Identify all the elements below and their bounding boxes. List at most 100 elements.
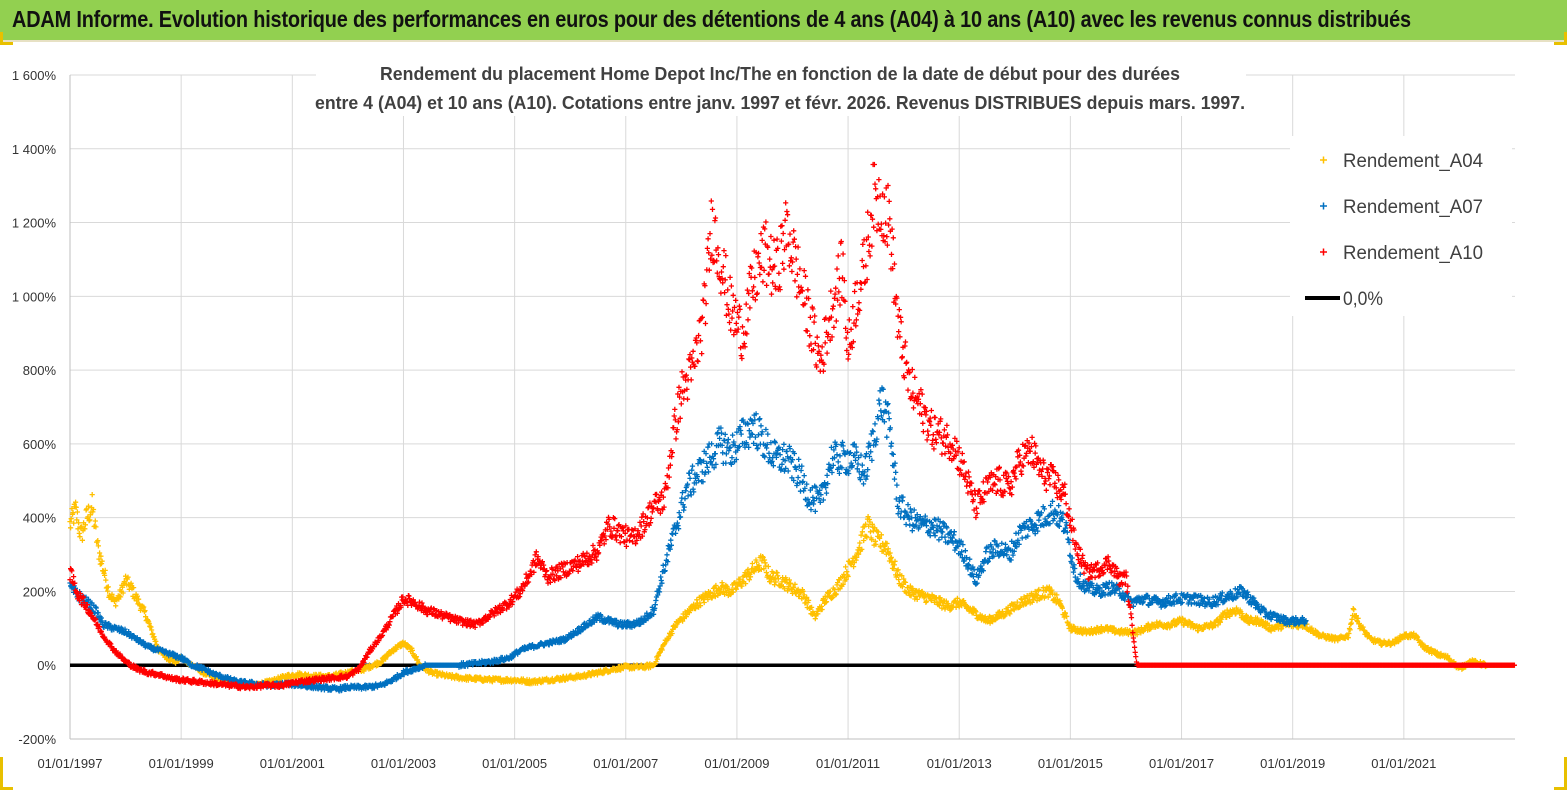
data-point — [835, 459, 841, 465]
data-point — [720, 450, 726, 456]
data-point — [105, 584, 111, 590]
data-point — [1056, 503, 1062, 509]
data-point — [893, 469, 899, 475]
data-point — [113, 603, 119, 609]
data-point — [120, 590, 126, 596]
x-tick-label: 01/01/2015 — [1038, 756, 1103, 771]
data-point — [670, 531, 676, 537]
data-point — [837, 453, 843, 459]
data-point — [758, 423, 764, 429]
data-point — [713, 582, 719, 589]
data-point — [82, 522, 88, 528]
data-point — [733, 586, 739, 592]
y-tick-label: 1 000% — [12, 289, 57, 304]
data-point — [90, 506, 97, 513]
data-point — [812, 616, 818, 622]
data-point — [766, 450, 772, 456]
data-point — [95, 538, 101, 544]
data-point — [754, 559, 760, 565]
data-point — [936, 537, 942, 543]
y-tick-label: 1 200% — [12, 216, 57, 231]
data-point — [74, 517, 80, 523]
data-point — [725, 585, 731, 591]
data-point — [409, 647, 415, 653]
data-point — [888, 440, 895, 446]
data-point — [73, 504, 79, 510]
data-point — [87, 517, 93, 523]
data-point — [673, 530, 679, 536]
data-point — [96, 556, 102, 562]
data-point — [69, 506, 75, 512]
data-point — [795, 474, 801, 481]
data-point — [136, 596, 142, 602]
x-tick-label: 01/01/2019 — [1260, 756, 1325, 771]
data-point — [828, 444, 834, 450]
data-point — [687, 475, 693, 481]
data-point — [74, 509, 80, 515]
data-point — [141, 604, 147, 610]
data-point — [876, 401, 883, 407]
data-point — [1351, 607, 1357, 613]
data-point — [705, 596, 711, 603]
y-tick-label: 200% — [23, 584, 57, 599]
data-point — [765, 563, 771, 570]
data-point — [691, 489, 697, 495]
x-tick-label: 01/01/1999 — [149, 756, 214, 771]
data-point — [416, 599, 423, 605]
x-tick-label: 01/01/2013 — [927, 756, 992, 771]
frame-corner-top-left — [0, 32, 13, 45]
data-point — [718, 589, 724, 595]
data-point — [844, 569, 850, 575]
data-point — [77, 534, 83, 540]
data-point — [90, 509, 96, 515]
data-point — [762, 560, 768, 566]
data-point — [109, 591, 115, 597]
data-point — [99, 558, 105, 564]
x-tick-label: 01/01/2005 — [482, 756, 547, 771]
data-point — [93, 605, 99, 611]
y-tick-label: 800% — [23, 363, 57, 378]
data-point — [749, 560, 755, 567]
data-point — [800, 478, 806, 485]
data-point — [801, 473, 807, 479]
frame-corner-bottom-left — [0, 757, 13, 790]
data-point — [942, 534, 948, 540]
data-point — [68, 525, 74, 531]
data-point — [95, 543, 101, 549]
data-point — [79, 537, 85, 543]
data-point — [723, 451, 729, 457]
frame-corner-bottom-right — [1554, 757, 1567, 790]
data-point — [682, 496, 688, 502]
data-point — [725, 436, 731, 443]
data-point — [71, 520, 77, 526]
page-title: ADAM Informe. Evolution historique des p… — [12, 6, 1411, 32]
data-point — [723, 460, 729, 466]
data-point — [763, 569, 769, 576]
data-point — [98, 553, 104, 559]
data-point — [92, 518, 98, 524]
data-point — [823, 490, 830, 496]
data-point — [70, 510, 76, 516]
data-point — [761, 566, 767, 572]
y-tick-label: -200% — [18, 732, 56, 747]
data-point — [781, 441, 787, 447]
data-point — [664, 552, 670, 558]
data-point — [85, 503, 92, 509]
data-point — [757, 416, 763, 422]
data-point — [153, 638, 159, 644]
chart-marks — [67, 161, 1517, 694]
x-tick-label: 01/01/2009 — [704, 756, 769, 771]
series-Rendement_A04 — [67, 492, 1517, 690]
data-point — [131, 585, 137, 591]
data-point — [872, 421, 878, 427]
data-point — [668, 537, 674, 543]
data-point — [857, 540, 863, 546]
data-point — [1002, 541, 1009, 547]
data-point — [142, 608, 148, 614]
data-point — [707, 589, 713, 595]
data-point — [692, 606, 699, 612]
data-point — [909, 528, 915, 534]
y-tick-label: 1 600% — [12, 68, 57, 83]
data-point — [128, 580, 134, 586]
